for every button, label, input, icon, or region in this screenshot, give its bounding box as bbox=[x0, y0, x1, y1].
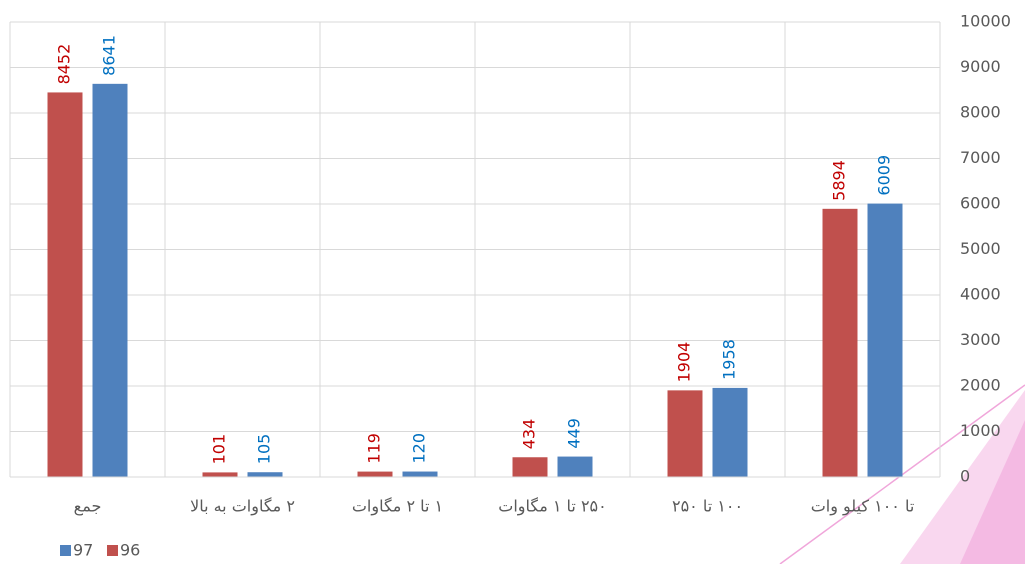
data-label: 8641 bbox=[100, 35, 119, 76]
y-tick-label: 6000 bbox=[960, 194, 1001, 213]
data-label: 5894 bbox=[830, 160, 849, 201]
x-tick-label: ۲۵۰ تا ۱ مگاوات bbox=[498, 497, 606, 517]
x-tick-label: جمع bbox=[74, 497, 102, 517]
y-tick-label: 10000 bbox=[960, 12, 1011, 31]
data-label: 101 bbox=[210, 434, 229, 465]
legend-label: 96 bbox=[120, 541, 140, 560]
y-tick-label: 4000 bbox=[960, 285, 1001, 304]
bar bbox=[557, 456, 593, 477]
legend-label: 97 bbox=[73, 541, 93, 560]
y-tick-label: 1000 bbox=[960, 421, 1001, 440]
bar bbox=[822, 208, 858, 477]
bar bbox=[202, 472, 238, 477]
y-tick-label: 2000 bbox=[960, 376, 1001, 395]
data-label: 105 bbox=[255, 434, 274, 465]
bar bbox=[247, 472, 283, 477]
bar bbox=[47, 92, 83, 478]
bar bbox=[402, 471, 438, 477]
x-tick-label: ۱ تا ۲ مگاوات bbox=[352, 497, 443, 517]
data-label: 120 bbox=[410, 433, 429, 464]
bar bbox=[867, 203, 903, 477]
bar bbox=[512, 457, 548, 477]
x-tick-label: ۲ مگاوات به بالا bbox=[190, 497, 295, 517]
decoration bbox=[960, 420, 1025, 564]
y-tick-label: 3000 bbox=[960, 330, 1001, 349]
bar bbox=[92, 83, 128, 477]
y-tick-label: 5000 bbox=[960, 239, 1001, 258]
bar bbox=[357, 471, 393, 477]
legend-swatch bbox=[107, 545, 118, 556]
data-label: 434 bbox=[520, 419, 539, 450]
legend-swatch bbox=[60, 545, 71, 556]
bar bbox=[667, 390, 703, 477]
y-tick-label: 0 bbox=[960, 467, 970, 486]
x-tick-label: ۱۰۰ تا ۲۵۰ bbox=[672, 497, 743, 516]
data-label: 119 bbox=[365, 433, 384, 464]
data-label: 1904 bbox=[675, 342, 694, 383]
bar bbox=[712, 387, 748, 477]
data-label: 1958 bbox=[720, 339, 739, 380]
data-label: 8452 bbox=[55, 44, 74, 85]
data-label: 6009 bbox=[875, 155, 894, 196]
y-tick-label: 8000 bbox=[960, 103, 1001, 122]
y-tick-label: 9000 bbox=[960, 57, 1001, 76]
data-label: 449 bbox=[565, 418, 584, 449]
y-tick-label: 7000 bbox=[960, 148, 1001, 167]
x-tick-label: تا ۱۰۰ کیلو وات bbox=[811, 497, 915, 517]
